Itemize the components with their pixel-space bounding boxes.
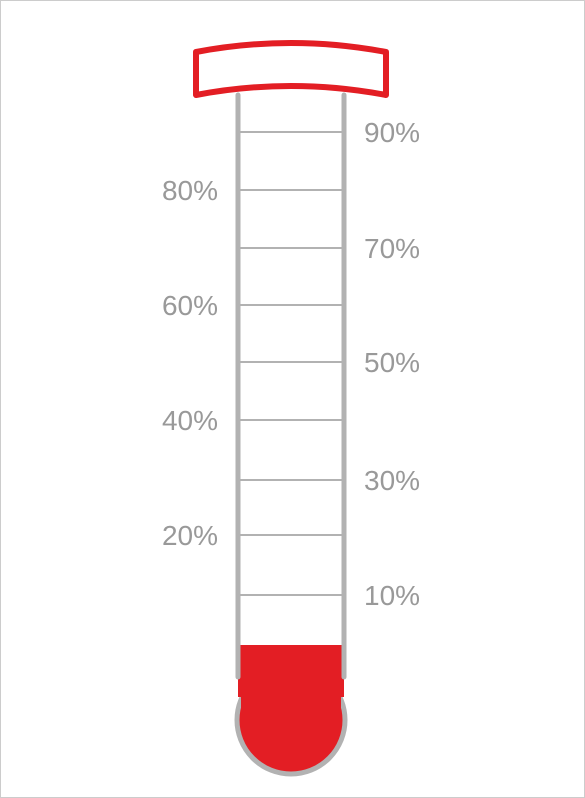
tick-label-80: 80% xyxy=(162,175,218,207)
tick-label-40: 40% xyxy=(162,405,218,437)
tick-label-30: 30% xyxy=(364,465,420,497)
thermometer-svg xyxy=(0,0,585,798)
tick-label-20: 20% xyxy=(162,520,218,552)
tick-label-90: 90% xyxy=(364,117,420,149)
thermometer-chart: 10% 20% 30% 40% 50% 60% 70% 80% 90% xyxy=(0,0,585,798)
tick-label-50: 50% xyxy=(364,347,420,379)
tick-label-10: 10% xyxy=(364,580,420,612)
tick-label-70: 70% xyxy=(364,233,420,265)
tick-label-60: 60% xyxy=(162,290,218,322)
